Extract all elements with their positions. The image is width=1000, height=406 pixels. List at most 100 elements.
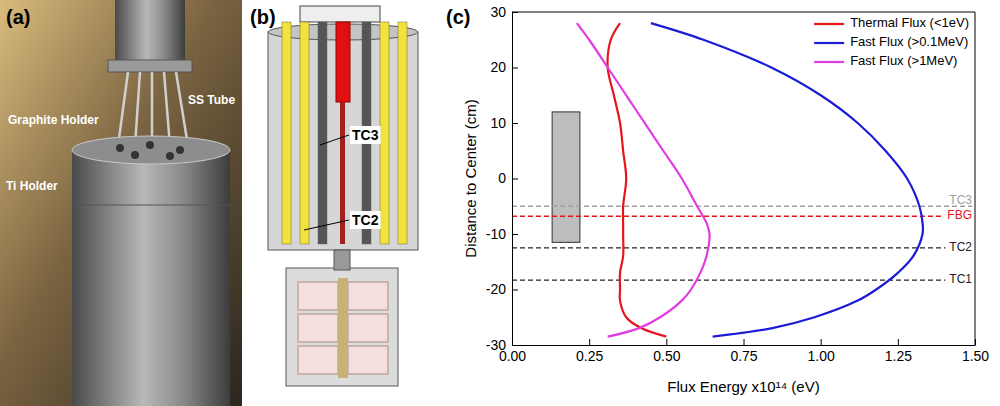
rod bbox=[318, 22, 327, 244]
legend: Thermal Flux (<1eV) Fast Flux (>0.1MeV) Fa… bbox=[814, 15, 969, 68]
wire bbox=[164, 72, 170, 146]
reference-label: FBG bbox=[947, 208, 972, 222]
series-line bbox=[577, 23, 710, 337]
hole bbox=[116, 144, 124, 152]
y-tick-label: -30 bbox=[486, 337, 506, 353]
photo-background bbox=[0, 0, 242, 406]
legend-swatch bbox=[814, 42, 844, 44]
y-tick: 0 bbox=[498, 170, 518, 186]
frame-right bbox=[975, 12, 976, 345]
y-axis-title: Distance to Center (cm) bbox=[462, 99, 479, 257]
hole bbox=[166, 152, 174, 160]
x-tick-label: 0.75 bbox=[730, 348, 757, 364]
sample-box bbox=[298, 314, 338, 342]
x-tick: 1.50 bbox=[962, 339, 989, 364]
top-fixture bbox=[300, 6, 380, 22]
panel-label: (a) bbox=[6, 6, 30, 28]
x-tick: 0.25 bbox=[576, 339, 603, 364]
diagram-annotation: TC3 bbox=[352, 127, 379, 143]
y-axis: -30-20-100102030 bbox=[486, 4, 518, 353]
x-tick-mark bbox=[744, 339, 745, 345]
reference-line bbox=[512, 206, 972, 207]
legend-label: Fast Flux (>1MeV) bbox=[850, 53, 957, 68]
thin-rod bbox=[340, 102, 345, 244]
y-tick-label: -20 bbox=[486, 281, 506, 297]
center-bar bbox=[338, 278, 348, 378]
photo-panel: (a)Graphite HolderSS TubeTi Holder bbox=[0, 0, 242, 406]
y-tick-mark bbox=[512, 123, 518, 124]
wire bbox=[118, 72, 128, 146]
panel-label: (c) bbox=[446, 6, 470, 28]
x-tick-label: 1.00 bbox=[808, 348, 835, 364]
legend-item: Fast Flux (>0.1MeV) bbox=[814, 34, 968, 49]
x-tick-label: 0.25 bbox=[576, 348, 603, 364]
wire bbox=[151, 72, 154, 146]
diagram-panel: (b) TC3 TC2 bbox=[250, 6, 418, 386]
reference-labels: TC3FBGTC2TC1 bbox=[947, 193, 972, 286]
x-tick-mark bbox=[666, 339, 667, 345]
y-tick: 10 bbox=[490, 115, 518, 131]
legend-swatch bbox=[814, 61, 844, 63]
x-axis-title: Flux Energy x10¹⁴ (eV) bbox=[667, 378, 819, 395]
y-tick-mark bbox=[512, 68, 518, 69]
x-axis: 0.000.250.500.751.001.251.50 bbox=[499, 339, 989, 364]
y-tick: -20 bbox=[486, 281, 518, 297]
chart-panel: (c)TC3FBGTC2TC10.000.250.500.751.001.251… bbox=[446, 4, 989, 395]
sample-box bbox=[348, 282, 388, 310]
y-tick-mark bbox=[512, 290, 518, 291]
frame-top bbox=[512, 12, 975, 13]
legend-swatch bbox=[814, 23, 844, 25]
wire bbox=[176, 72, 188, 146]
label-patch bbox=[350, 126, 381, 144]
x-tick: 0.75 bbox=[730, 339, 757, 364]
leader-line bbox=[304, 220, 349, 230]
reference-line bbox=[512, 247, 945, 248]
hole bbox=[146, 141, 154, 149]
y-tick-label: 10 bbox=[490, 115, 506, 131]
y-tick-label: 20 bbox=[490, 59, 506, 75]
legend-label: Fast Flux (>0.1MeV) bbox=[850, 34, 968, 49]
sample-box bbox=[298, 346, 338, 374]
y-tick: -30 bbox=[486, 337, 518, 353]
x-tick: 1.00 bbox=[808, 339, 835, 364]
rod bbox=[300, 22, 309, 244]
label-patch bbox=[350, 211, 381, 229]
leader-line bbox=[320, 135, 349, 145]
reference-line bbox=[512, 216, 943, 217]
holder-seam bbox=[72, 205, 230, 206]
bottom-cylinder bbox=[286, 268, 398, 386]
plot-marks bbox=[512, 23, 972, 337]
series-line bbox=[608, 23, 667, 337]
y-tick-mark bbox=[512, 179, 518, 180]
legend-label: Thermal Flux (<1eV) bbox=[850, 15, 969, 30]
reference-line bbox=[512, 279, 945, 280]
x-tick: 0.50 bbox=[653, 339, 680, 364]
photo-annotation: SS Tube bbox=[188, 93, 235, 107]
x-tick-mark bbox=[898, 339, 899, 345]
region bbox=[552, 112, 580, 242]
x-tick-label: 1.50 bbox=[962, 348, 989, 364]
cylinder-top bbox=[72, 136, 230, 164]
x-tick-mark bbox=[821, 339, 822, 345]
photo-annotation: Graphite Holder bbox=[8, 113, 99, 127]
reference-label: TC1 bbox=[949, 272, 972, 286]
y-tick-label: 0 bbox=[498, 170, 506, 186]
sample-box bbox=[348, 314, 388, 342]
sample-box bbox=[348, 346, 388, 374]
x-tick-label: 1.25 bbox=[885, 348, 912, 364]
x-tick-mark bbox=[589, 339, 590, 345]
legend-item: Thermal Flux (<1eV) bbox=[814, 15, 969, 30]
y-tick-mark bbox=[512, 345, 518, 346]
x-tick: 1.25 bbox=[885, 339, 912, 364]
y-tick-mark bbox=[512, 234, 518, 235]
x-axis-line bbox=[513, 345, 976, 346]
diagram-annotation: TC2 bbox=[352, 212, 379, 228]
y-tick-label: 30 bbox=[490, 4, 506, 20]
rod bbox=[282, 22, 291, 244]
hole bbox=[131, 151, 139, 159]
wire bbox=[135, 72, 140, 146]
sample-box bbox=[298, 282, 338, 310]
reference-label: TC3 bbox=[949, 193, 972, 207]
cylinder-body bbox=[72, 150, 230, 406]
panel-label: (b) bbox=[250, 6, 276, 28]
